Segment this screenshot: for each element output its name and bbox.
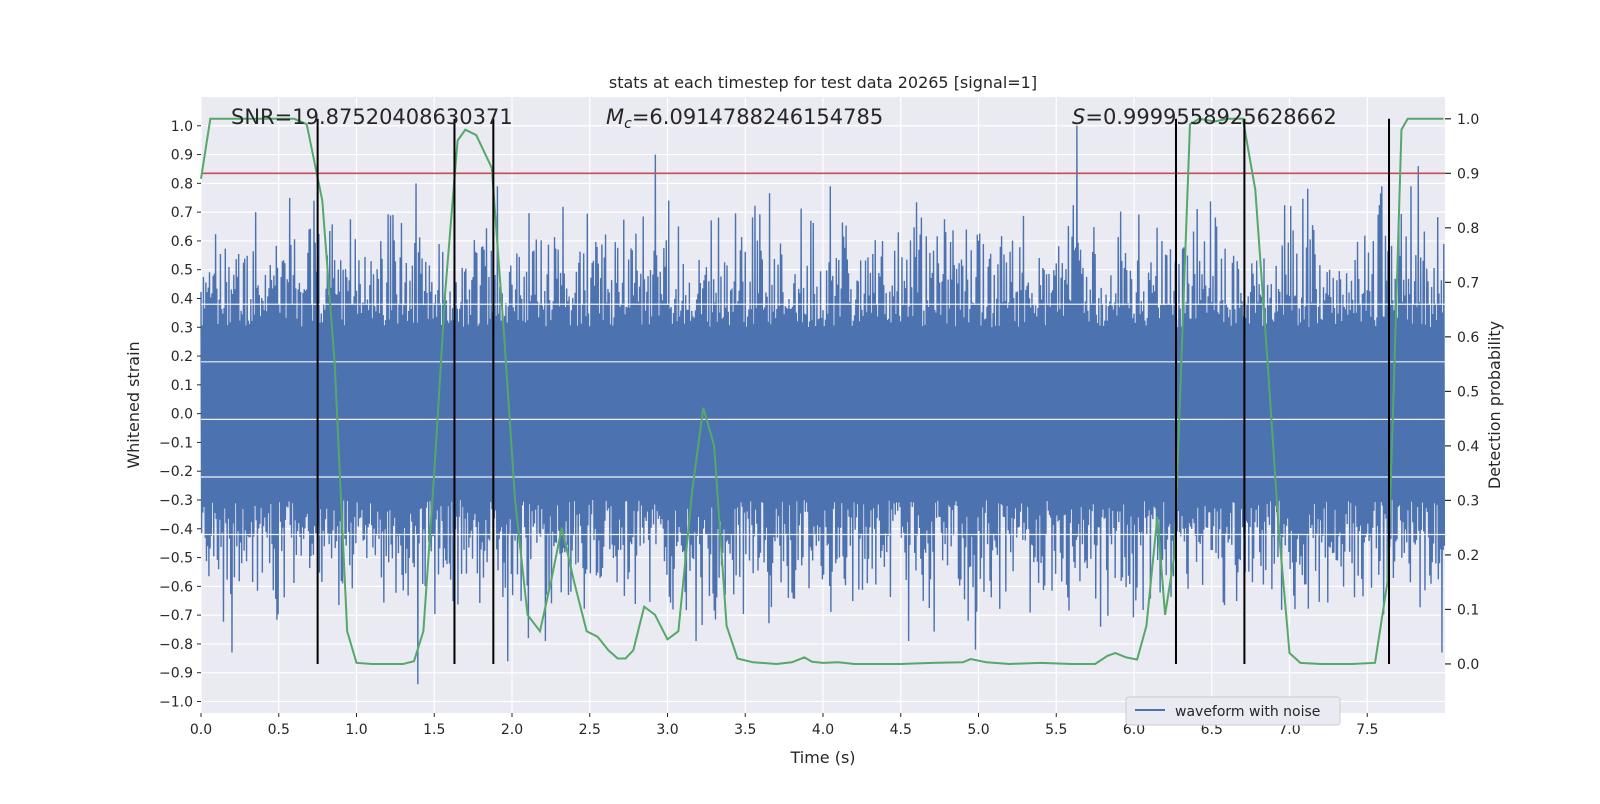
x-tick-label: 3.0 — [656, 722, 678, 738]
chirp-mass-symbol: M — [606, 105, 624, 129]
s-statistic-annotation: S=0.9999558925628662 — [1072, 105, 1337, 129]
y-left-tick-label: −1.0 — [159, 694, 193, 710]
y-left-tick-label: −0.5 — [159, 551, 193, 567]
y-left-tick-label: 0.0 — [171, 407, 193, 423]
x-tick-label: 7.5 — [1356, 722, 1378, 738]
y-left-tick-label: 0.6 — [171, 234, 193, 250]
x-tick-label: 4.0 — [812, 722, 834, 738]
chirp-mass-subscript: c — [624, 116, 632, 132]
x-tick-label: 2.5 — [579, 722, 601, 738]
y-left-tick-label: −0.1 — [159, 435, 193, 451]
y-right-tick-label: 0.5 — [1457, 384, 1479, 400]
y-right-tick-label: 0.0 — [1457, 657, 1479, 673]
chirp-mass-annotation: Mc=6.0914788246154785 — [606, 105, 883, 132]
x-tick-label: 0.0 — [190, 722, 212, 738]
x-tick-label: 0.5 — [268, 722, 290, 738]
y-left-tick-label: 1.0 — [171, 119, 193, 135]
y-right-tick-label: 1.0 — [1457, 112, 1479, 128]
legend-label: waveform with noise — [1175, 704, 1320, 720]
detection-probability-line — [200, 117, 1444, 665]
y-left-tick-label: 0.3 — [171, 320, 193, 336]
waveform-series-line — [200, 125, 1446, 685]
legend: waveform with noise — [1125, 696, 1341, 726]
y-right-tick-label: 0.9 — [1457, 166, 1479, 182]
x-tick-label: 5.0 — [967, 722, 989, 738]
y-right-tick-label: 0.2 — [1457, 548, 1479, 564]
y-left-tick-label: 0.5 — [171, 263, 193, 279]
s-statistic-symbol: S — [1072, 105, 1085, 129]
x-tick-label: 1.0 — [345, 722, 367, 738]
x-tick-label: 1.5 — [423, 722, 445, 738]
tick-layer: 0.0 0.5 1.0 1.5 2.0 2.5 3.0 3.5 4.0 4.5 5.0 5.5 6.0 6… — [159, 112, 1479, 738]
snr-annotation: SNR=19.87520408630371 — [231, 105, 513, 129]
y-right-tick-label: 0.7 — [1457, 275, 1479, 291]
y-axis-left-label: Whitened strain — [124, 341, 143, 468]
y-right-tick-label: 0.1 — [1457, 602, 1479, 618]
y-left-tick-label: −0.2 — [159, 464, 193, 480]
x-tick-label: 6.5 — [1201, 722, 1223, 738]
s-statistic-value: =0.9999558925628662 — [1085, 105, 1336, 129]
y-left-tick-label: 0.7 — [171, 205, 193, 221]
markers-layer — [316, 118, 1391, 664]
y-left-tick-label: 0.4 — [171, 291, 193, 307]
y-left-tick-label: 0.9 — [171, 148, 193, 164]
y-left-tick-label: −0.3 — [159, 493, 193, 509]
x-tick-label: 6.0 — [1123, 722, 1145, 738]
y-axis-right-label: Detection probability — [1485, 321, 1504, 489]
y-right-tick-label: 0.3 — [1457, 493, 1479, 509]
y-right-tick-label: 0.8 — [1457, 221, 1479, 237]
y-left-tick-label: −0.9 — [159, 666, 193, 682]
data-layer — [200, 117, 1446, 685]
y-right-tick-label: 0.4 — [1457, 439, 1479, 455]
y-left-tick-label: −0.8 — [159, 637, 193, 653]
legend-box — [1125, 696, 1341, 726]
x-axis-label: Time (s) — [789, 748, 855, 767]
y-left-tick-label: −0.6 — [159, 579, 193, 595]
y-right-tick-label: 0.6 — [1457, 330, 1479, 346]
y-left-tick-label: 0.2 — [171, 349, 193, 365]
y-left-tick-label: −0.4 — [159, 522, 193, 538]
chirp-mass-value: =6.0914788246154785 — [632, 105, 883, 129]
y-left-tick-label: 0.8 — [171, 176, 193, 192]
chart-title: stats at each timestep for test data 202… — [609, 73, 1037, 92]
x-tick-label: 5.5 — [1045, 722, 1067, 738]
y-left-tick-label: −0.7 — [159, 608, 193, 624]
x-tick-label: 7.0 — [1278, 722, 1300, 738]
y-left-tick-label: 0.1 — [171, 378, 193, 394]
x-tick-label: 2.0 — [501, 722, 523, 738]
x-tick-label: 3.5 — [734, 722, 756, 738]
x-tick-label: 4.5 — [890, 722, 912, 738]
